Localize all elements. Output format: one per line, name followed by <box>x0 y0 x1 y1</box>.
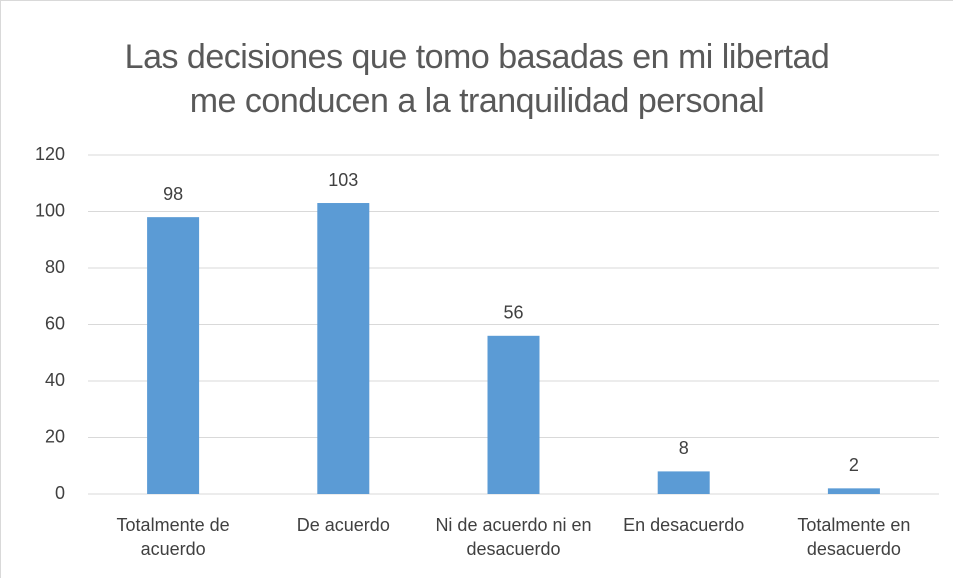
bar <box>487 335 540 494</box>
bar <box>317 203 370 494</box>
y-tick-label: 60 <box>45 313 65 333</box>
x-tick-label: Totalmente en desacuerdo <box>797 515 911 559</box>
y-tick-label: 0 <box>55 483 65 503</box>
value-label: 2 <box>849 455 859 475</box>
y-tick-label: 40 <box>45 370 65 390</box>
y-tick-label: 80 <box>45 257 65 277</box>
x-tick-label: Ni de acuerdo ni en desacuerdo <box>435 515 592 559</box>
x-tick-label: De acuerdo <box>296 515 390 535</box>
y-tick-label: 20 <box>45 426 65 446</box>
value-label: 56 <box>503 303 523 323</box>
bar <box>657 471 710 494</box>
y-tick-label: 100 <box>35 200 65 220</box>
x-tick-label: Totalmente de acuerdo <box>116 515 230 559</box>
y-tick-label: 120 <box>35 144 65 164</box>
bar <box>147 217 200 494</box>
value-label: 8 <box>679 438 689 458</box>
value-label: 98 <box>163 184 183 204</box>
chart-title: Las decisiones que tomo basadas en mi li… <box>124 38 830 120</box>
value-label: 103 <box>328 170 358 190</box>
bar <box>827 488 880 494</box>
x-tick-label: En desacuerdo <box>623 515 745 535</box>
